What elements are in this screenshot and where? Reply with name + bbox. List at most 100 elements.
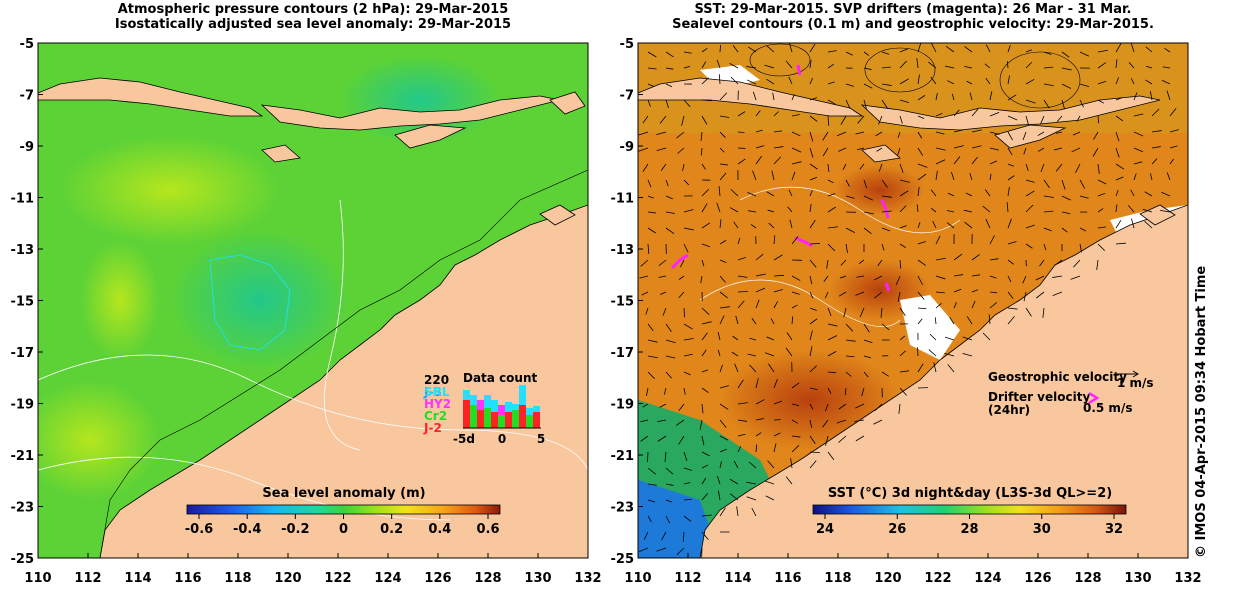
velocity-arrow xyxy=(1025,204,1034,213)
velocity-arrow xyxy=(1097,179,1107,185)
velocity-arrow xyxy=(680,259,685,268)
velocity-arrow xyxy=(946,210,955,213)
velocity-arrow xyxy=(928,61,937,69)
velocity-arrow xyxy=(809,59,812,69)
velocity-arrow xyxy=(917,163,928,168)
velocity-arrow xyxy=(930,207,937,213)
velocity-arrow xyxy=(1072,131,1081,136)
no-data-region-2 xyxy=(900,295,960,360)
velocity-arrow xyxy=(751,317,757,325)
velocity-arrow xyxy=(845,323,854,332)
velocity-arrow xyxy=(1133,92,1138,101)
velocity-arrow xyxy=(931,43,937,53)
velocity-arrow xyxy=(1035,291,1045,299)
velocity-arrow xyxy=(647,483,657,486)
x-tick-label: 132 xyxy=(1174,571,1201,586)
velocity-arrow xyxy=(719,92,728,101)
velocity-arrow xyxy=(929,333,937,341)
velocity-arrow xyxy=(898,403,901,414)
velocity-arrow xyxy=(989,258,999,261)
velocity-arrow xyxy=(665,499,672,503)
velocity-arrow xyxy=(701,514,712,517)
velocity-arrow xyxy=(917,74,920,85)
velocity-arrow xyxy=(755,299,760,309)
velocity-arrow xyxy=(917,186,920,197)
velocity-arrow xyxy=(874,291,883,299)
velocity-arrow xyxy=(877,259,883,267)
velocity-arrow xyxy=(683,451,688,462)
velocity-arrow xyxy=(827,226,838,229)
velocity-arrow xyxy=(1151,158,1158,165)
velocity-arrow xyxy=(701,61,707,69)
velocity-arrow xyxy=(969,173,973,181)
eddy-contour-2 xyxy=(864,47,936,93)
velocity-arrow xyxy=(719,306,730,309)
velocity-arrow xyxy=(737,290,749,293)
velocity-arrow xyxy=(984,63,991,69)
velocity-arrow xyxy=(944,336,955,341)
velocity-arrow xyxy=(1007,131,1014,141)
velocity-arrow xyxy=(647,371,655,379)
left-map xyxy=(38,43,588,558)
geostrophic-scale: 1 m/s xyxy=(1117,376,1154,390)
count-bar xyxy=(477,410,484,428)
velocity-arrow xyxy=(809,451,820,454)
velocity-arrow xyxy=(917,221,921,229)
velocity-arrow xyxy=(701,451,710,457)
small-island-left xyxy=(549,91,586,115)
velocity-arrow xyxy=(1151,108,1160,117)
velocity-arrow xyxy=(971,145,982,149)
velocity-arrow xyxy=(1097,226,1106,229)
colorbar-tick-label: 24 xyxy=(816,522,834,537)
velocity-arrow xyxy=(647,195,654,199)
velocity-arrow xyxy=(899,387,907,396)
velocity-arrow xyxy=(932,220,937,229)
velocity-arrow xyxy=(1162,66,1171,69)
velocity-arrow xyxy=(791,435,801,438)
count-bar xyxy=(505,402,512,412)
velocity-arrow xyxy=(647,243,650,254)
velocity-arrow xyxy=(675,419,685,426)
velocity-arrow xyxy=(1007,147,1013,156)
velocity-arrow xyxy=(917,275,923,286)
velocity-arrow xyxy=(665,467,674,475)
sla-colorbar: Sea level anomaly (m) -0.6 -0.4 -0.2 0 0.2 0.… xyxy=(185,486,501,537)
velocity-arrow xyxy=(701,163,706,170)
velocity-arrow xyxy=(665,483,674,486)
velocity-arrow xyxy=(1127,205,1135,213)
velocity-arrow xyxy=(701,477,707,485)
velocity-arrow xyxy=(989,160,998,165)
velocity-arrow xyxy=(683,338,694,341)
velocity-arrow xyxy=(719,385,729,389)
velocity-arrow xyxy=(665,355,676,359)
sst-cold-region xyxy=(638,480,720,558)
velocity-arrow xyxy=(878,115,883,125)
velocity-arrow xyxy=(946,222,955,229)
y-axis-left: -5 -7 -9 -11 -13 -15 -17 -19 -21 -23 -25 xyxy=(11,37,43,567)
drifter-track-2 xyxy=(794,236,813,248)
velocity-arrow xyxy=(965,192,973,197)
sumba-left xyxy=(261,144,301,163)
x-tick-label: 116 xyxy=(174,571,201,586)
velocity-arrow xyxy=(700,275,703,284)
count-bar xyxy=(463,390,470,400)
velocity-arrow xyxy=(809,189,813,197)
velocity-arrow xyxy=(1022,131,1027,141)
velocity-arrow xyxy=(1061,67,1072,71)
velocity-arrow xyxy=(839,275,847,279)
y-tick-label: -19 xyxy=(611,398,635,413)
velocity-arrow xyxy=(1079,195,1089,199)
velocity-arrow xyxy=(1022,275,1027,284)
velocity-arrow xyxy=(857,115,865,124)
velocity-arrow xyxy=(737,300,745,309)
velocity-arrow xyxy=(730,188,739,197)
velocity-arrow xyxy=(822,419,829,428)
count-xtick-pos: 5 xyxy=(537,432,545,446)
velocity-arrow xyxy=(716,202,721,213)
sealevel-contour-2 xyxy=(739,186,961,234)
velocity-arrow xyxy=(881,195,892,198)
velocity-arrow xyxy=(836,419,847,424)
velocity-arrow xyxy=(897,147,901,156)
velocity-arrow xyxy=(1052,275,1063,278)
velocity-arrow xyxy=(641,291,649,296)
